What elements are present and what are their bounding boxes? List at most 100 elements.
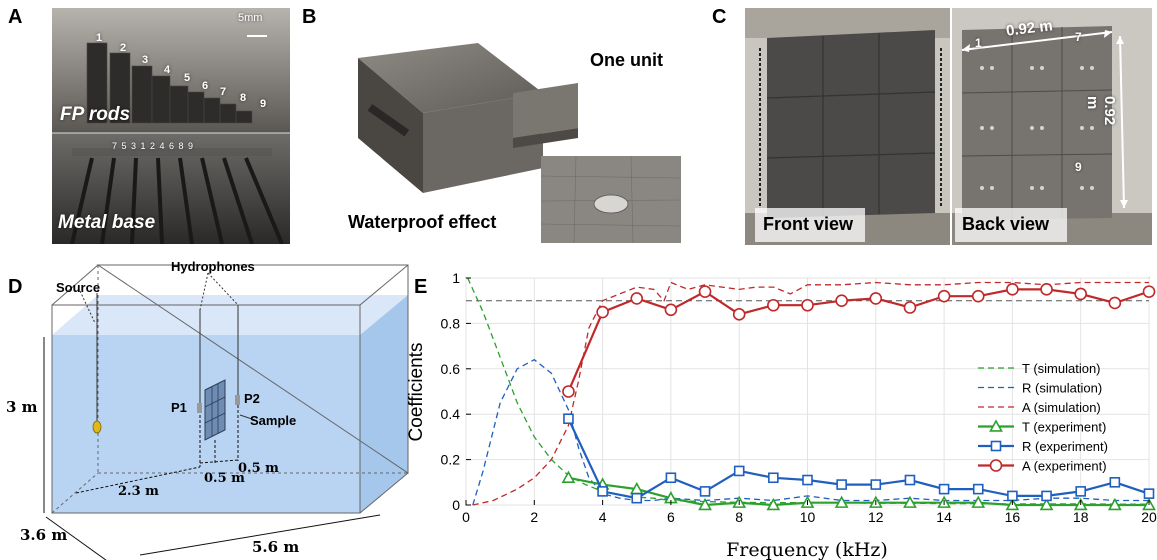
- data-point: [665, 472, 677, 484]
- data-point: [664, 303, 678, 317]
- scale-bar-label: 5mm: [238, 12, 263, 24]
- data-point: [699, 486, 711, 497]
- x-axis-label: Frequency (kHz): [726, 539, 888, 560]
- depth-dim-label: 3.6 m: [20, 526, 68, 544]
- x-tick-label: 14: [936, 509, 952, 525]
- data-point: [1108, 296, 1122, 310]
- data-point: [836, 479, 847, 490]
- data-point: [904, 474, 916, 486]
- data-point: [903, 495, 917, 508]
- panel-letter-c: C: [712, 6, 727, 28]
- rod-number-6: 6: [202, 80, 209, 92]
- data-point: [869, 292, 883, 305]
- data-point: [834, 495, 849, 508]
- x-tick-label: 2: [530, 509, 538, 525]
- source-label: Source: [56, 280, 101, 295]
- data-point: [1006, 283, 1019, 296]
- series-2: [472, 281, 1149, 506]
- water-tank-diagram: [43, 264, 409, 560]
- height-dim-label: 3 m: [6, 398, 38, 416]
- back-label-bg: [955, 208, 1067, 242]
- series-5: [562, 283, 1156, 398]
- x-tick-label: 8: [735, 509, 743, 525]
- y-tick-label: 0.2: [441, 452, 461, 468]
- data-point: [1074, 287, 1088, 301]
- p2-dist-label: 0.5 m: [238, 461, 279, 476]
- p1-dist-label: 0.5 m: [204, 471, 245, 486]
- p2-label: P2: [244, 391, 260, 406]
- hydrophone-p2-icon: [235, 395, 240, 405]
- data-point: [1109, 477, 1121, 488]
- one-unit-label: One unit: [590, 50, 663, 70]
- data-point: [870, 479, 882, 490]
- panel-letter-a: A: [8, 6, 23, 28]
- rod-number-4: 4: [164, 64, 171, 76]
- hydrophones-label: Hydrophones: [171, 259, 255, 274]
- legend-label: R (experiment): [1022, 439, 1108, 454]
- panel-letter-d: D: [8, 276, 23, 298]
- x-tick-label: 16: [1005, 509, 1021, 525]
- data-point: [971, 289, 985, 303]
- fp-rods-photo: [52, 8, 290, 244]
- data-point: [698, 497, 712, 511]
- rod-number-3: 3: [142, 54, 149, 66]
- back-height-label: 0.92 m: [1084, 96, 1118, 126]
- series-line: [472, 358, 1149, 506]
- data-point: [1041, 490, 1052, 502]
- panel-letter-b: B: [302, 6, 317, 28]
- waterproof-photo: [541, 156, 681, 243]
- data-point: [1143, 488, 1155, 499]
- tank-right-face: [360, 295, 408, 513]
- x-tick-label: 10: [800, 509, 816, 525]
- legend-marker: [989, 419, 1003, 432]
- x-tick-label: 20: [1141, 509, 1157, 525]
- hydrophone-p1-icon: [197, 403, 202, 413]
- source-dist-label: 2.3 m: [118, 484, 159, 499]
- x-tick-label: 4: [599, 509, 607, 525]
- data-point: [1075, 486, 1087, 497]
- fp-rods-caption: FP rods: [60, 104, 131, 125]
- front-view-label: Front view: [763, 214, 854, 234]
- data-point: [972, 483, 984, 495]
- grid-number-9: 9: [1075, 160, 1082, 174]
- front-label-bg: [755, 208, 865, 242]
- x-tick-label: 18: [1073, 509, 1089, 525]
- data-point: [1142, 285, 1156, 298]
- data-point: [561, 470, 576, 483]
- data-point: [1107, 497, 1122, 511]
- data-point: [596, 305, 609, 319]
- back-view-label: Back view: [962, 214, 1050, 234]
- x-tick-label: 12: [868, 509, 884, 525]
- p1-label: P1: [171, 400, 187, 415]
- data-point: [801, 298, 814, 312]
- data-point: [1039, 497, 1054, 511]
- rod-number-5: 5: [184, 72, 191, 84]
- series-1: [472, 358, 1149, 506]
- data-point: [767, 298, 780, 312]
- data-point: [802, 474, 813, 486]
- y-tick-label: 0.6: [441, 361, 461, 377]
- x-tick-label: 0: [462, 509, 470, 525]
- legend: T (simulation) R (simulation) A (simulatio…: [978, 361, 1108, 474]
- data-point: [563, 413, 574, 425]
- coefficients-chart: 0 2 4 6 8 10 12 14 16 18 20 0 0.2 0.4 0.6 0.8 1 Frequenc…: [406, 270, 1157, 560]
- rod-number-9: 9: [260, 98, 267, 110]
- series-4: [563, 413, 1155, 504]
- data-point: [1007, 490, 1018, 502]
- back-view-photo: [952, 8, 1152, 245]
- data-point: [732, 308, 746, 321]
- legend-marker: [990, 440, 1002, 452]
- grid-number-7: 7: [1075, 30, 1082, 44]
- metal-base-caption: Metal base: [58, 212, 156, 233]
- grid-number-1: 1: [975, 36, 982, 50]
- rod-number-1: 1: [96, 32, 103, 44]
- length-dim-label: 5.6 m: [252, 538, 300, 556]
- series-line: [568, 476, 1149, 507]
- data-point: [631, 492, 643, 504]
- data-point: [630, 292, 644, 305]
- data-point: [971, 495, 986, 508]
- legend-label: A (experiment): [1022, 459, 1107, 474]
- data-point: [698, 285, 712, 298]
- y-tick-label: 0.8: [441, 315, 461, 331]
- x-tick-label: 6: [667, 509, 675, 525]
